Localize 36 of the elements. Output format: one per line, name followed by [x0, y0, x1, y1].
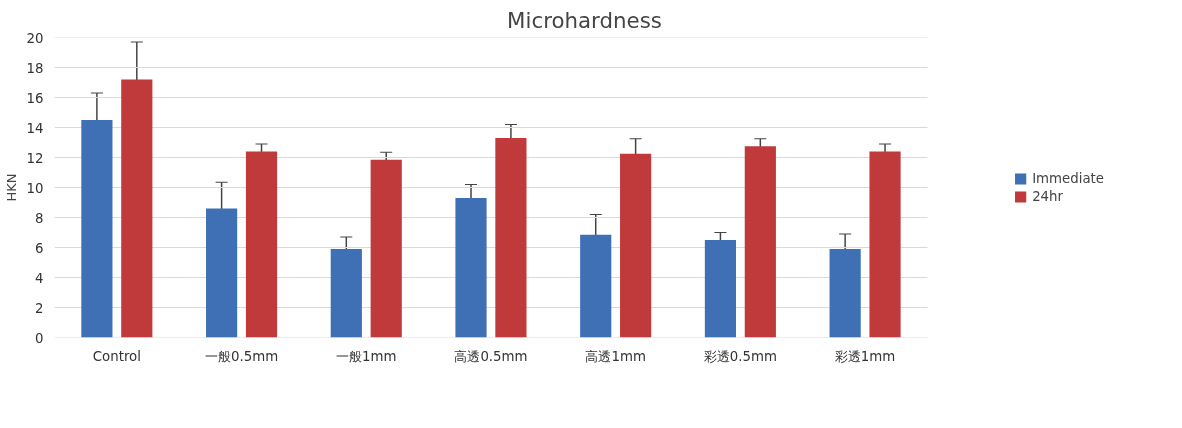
bar [495, 138, 527, 338]
bar [869, 151, 901, 338]
y-tick-label: 2 [35, 300, 44, 316]
y-tick-label: 12 [26, 150, 44, 166]
bar [206, 208, 238, 338]
x-tick-label: 高透1mm [585, 348, 646, 364]
bar [245, 151, 278, 338]
bar [121, 79, 153, 338]
y-tick-label: 10 [26, 180, 44, 196]
bar [829, 249, 861, 338]
x-tick-label: 高透0.5mm [454, 348, 528, 364]
legend-label: 24hr [1032, 188, 1064, 204]
legend-label: Immediate [1032, 170, 1104, 186]
y-tick-label: 16 [26, 90, 44, 106]
bar [744, 146, 776, 338]
y-tick-label: 6 [35, 240, 44, 256]
bar [330, 249, 362, 338]
x-tick-label: 一般1mm [336, 348, 397, 364]
x-tick-label: Control [92, 348, 141, 364]
bar [704, 240, 737, 338]
bar [81, 120, 113, 338]
x-tick-label: 彩透0.5mm [703, 348, 777, 364]
bar [580, 234, 612, 338]
y-tick-label: 4 [35, 270, 44, 286]
y-tick-label: 8 [35, 210, 44, 226]
y-tick-label: 20 [26, 30, 44, 46]
bar [620, 153, 652, 338]
chart-title: Microhardness [507, 7, 662, 33]
y-tick-label: 0 [35, 330, 44, 346]
x-tick-label: 彩透1mm [834, 348, 896, 364]
y-axis-title: HKN [3, 173, 19, 202]
bar [455, 198, 487, 338]
x-tick-label: 一般0.5mm [204, 348, 279, 364]
y-tick-label: 18 [26, 60, 44, 76]
bar [370, 159, 402, 338]
y-tick-label: 14 [26, 120, 44, 136]
